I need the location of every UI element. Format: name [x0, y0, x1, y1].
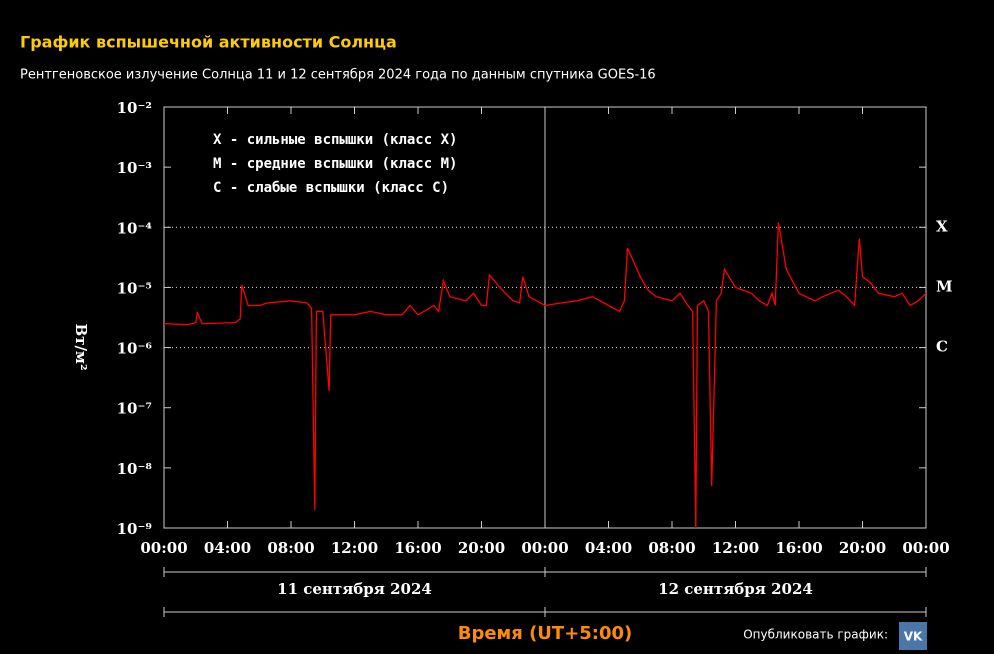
- vk-icon[interactable]: VK: [904, 630, 923, 644]
- vk-button[interactable]: [899, 622, 927, 650]
- date-label: 11 сентября 2024: [277, 580, 432, 598]
- x-tick-label: 16:00: [775, 539, 822, 557]
- level-label: M: [936, 277, 953, 295]
- x-tick-label: 08:00: [267, 539, 314, 557]
- y-tick-label: 10⁻⁷: [117, 400, 152, 418]
- y-tick-label: 10⁻²: [117, 99, 152, 117]
- share-label: Опубликовать график:: [743, 628, 888, 642]
- legend-entry: X - сильные вспышки (класс X): [213, 132, 457, 148]
- flux-line: [163, 222, 927, 529]
- x-tick-label: 00:00: [140, 539, 187, 557]
- x-tick-label: 08:00: [648, 539, 695, 557]
- chart-title: График вспышечной активности Солнца: [20, 33, 397, 52]
- y-tick-label: 10⁻⁸: [117, 460, 153, 478]
- x-tick-label: 12:00: [712, 539, 759, 557]
- x-tick-label: 12:00: [331, 539, 378, 557]
- x-tick-label: 16:00: [394, 539, 441, 557]
- x-tick-label: 00:00: [902, 539, 949, 557]
- x-tick-label: 00:00: [521, 539, 568, 557]
- x-tick-label: 04:00: [585, 539, 632, 557]
- x-tick-label: 20:00: [839, 539, 886, 557]
- y-tick-label: 10⁻⁵: [117, 279, 152, 297]
- y-tick-label: 10⁻⁶: [117, 340, 153, 358]
- x-tick-label: 20:00: [458, 539, 505, 557]
- y-tick-label: 10⁻⁹: [117, 520, 152, 538]
- legend-entry: M - средние вспышки (класс M): [213, 156, 457, 172]
- level-label: X: [936, 217, 948, 235]
- y-tick-label: 10⁻⁴: [117, 219, 153, 237]
- legend-entry: C - слабые вспышки (класс C): [213, 180, 449, 196]
- level-label: C: [936, 338, 948, 356]
- x-axis-label: Время (UT+5:00): [458, 623, 633, 644]
- date-label: 12 сентября 2024: [658, 580, 813, 598]
- chart-subtitle: Рентгеновское излучение Солнца 11 и 12 с…: [20, 68, 656, 83]
- y-tick-label: 10⁻³: [117, 159, 152, 177]
- y-axis-label: Вт/м²: [72, 323, 90, 370]
- x-tick-label: 04:00: [204, 539, 251, 557]
